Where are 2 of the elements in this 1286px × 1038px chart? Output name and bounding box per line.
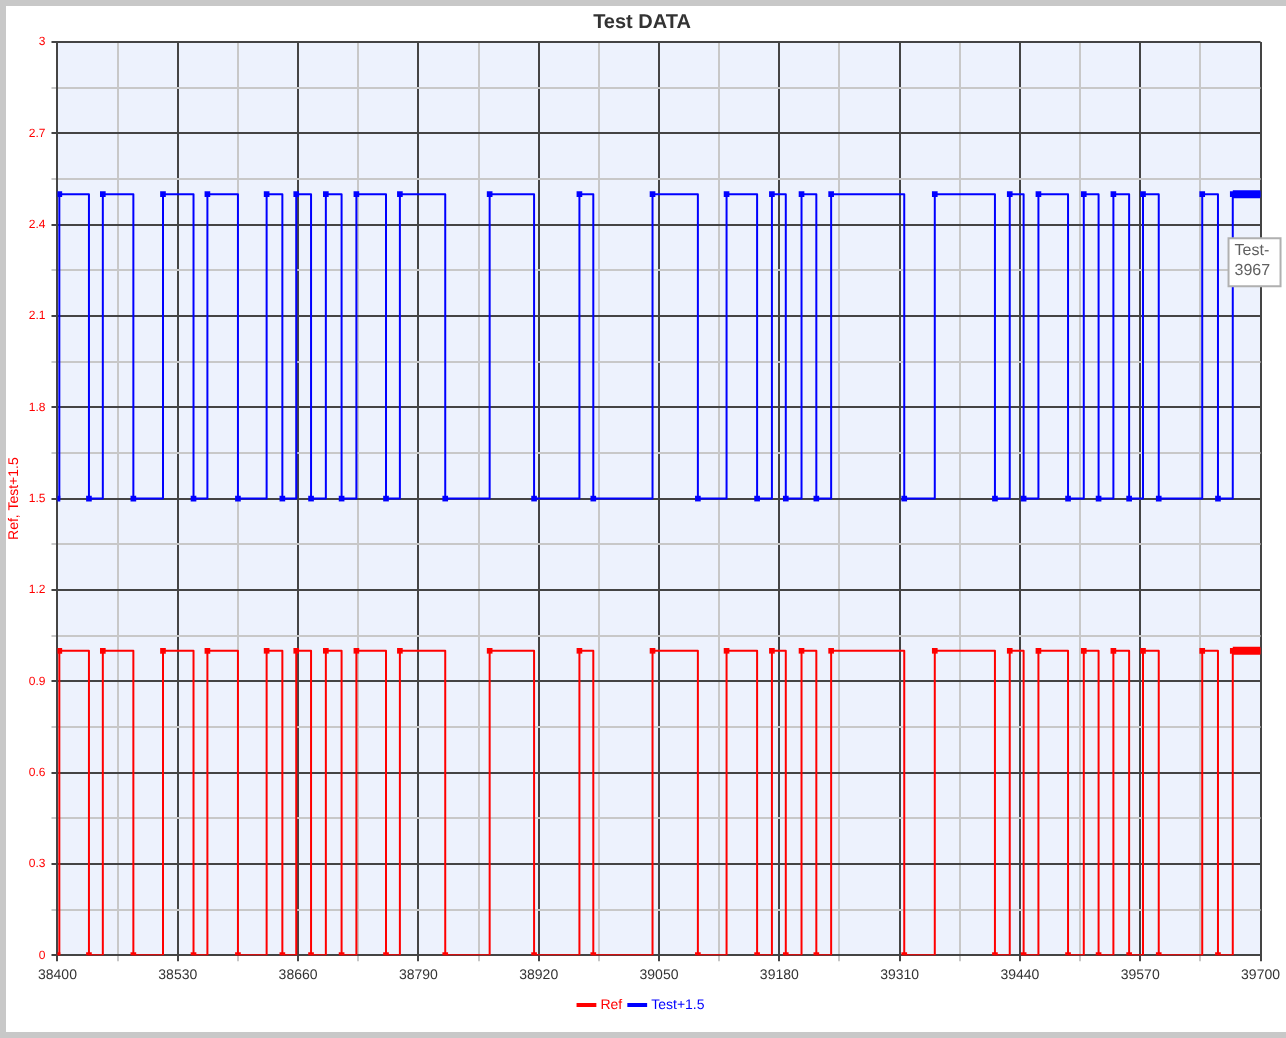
chart-title: Test DATA (593, 11, 691, 34)
annotation: Test- 3967 (1234, 240, 1272, 279)
